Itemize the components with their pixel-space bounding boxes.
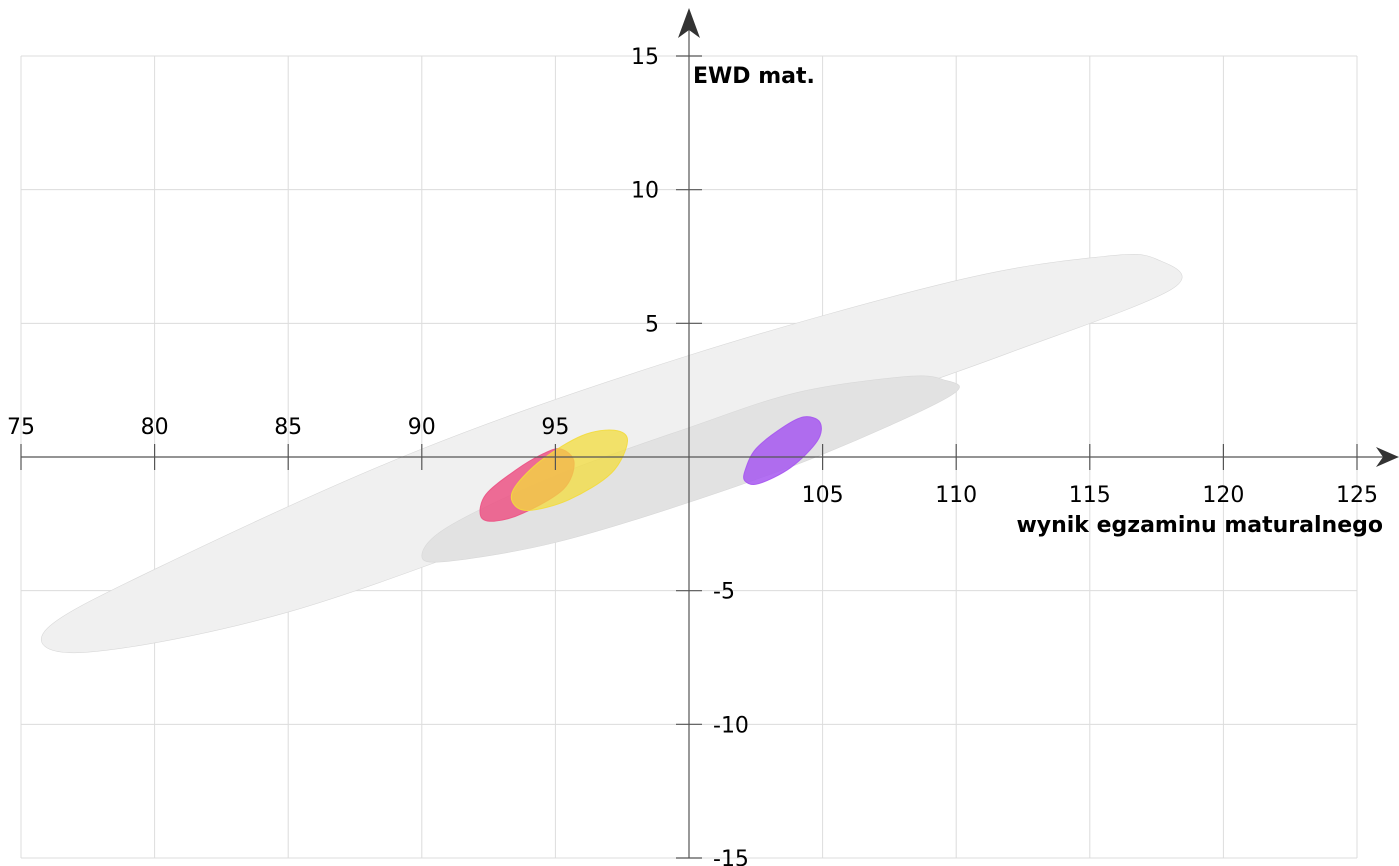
y-tick-label: 5 [645, 312, 659, 337]
x-tick-label: 85 [274, 415, 302, 440]
x-tick-label: 115 [1069, 483, 1111, 508]
y-tick-label: -10 [713, 713, 749, 738]
x-tick-label: 80 [141, 415, 169, 440]
data-series [479, 416, 822, 522]
x-axis-arrowhead [1376, 447, 1399, 467]
y-tick-label: 15 [631, 45, 659, 70]
x-tick-label: 105 [802, 483, 844, 508]
y-axis-title: EWD mat. [693, 64, 815, 89]
y-tick-label: -15 [713, 847, 749, 866]
x-tick-label: 75 [7, 415, 35, 440]
y-tick-label: -5 [713, 580, 735, 605]
x-axis-title: wynik egzaminu maturalnego [1016, 513, 1383, 538]
x-tick-label: 120 [1202, 483, 1244, 508]
axes [20, 8, 1399, 859]
y-tick-label: 10 [631, 179, 659, 204]
y-axis-arrowhead [678, 8, 700, 38]
x-tick-label: 110 [935, 483, 977, 508]
series-ellipse-3 [743, 416, 822, 486]
x-tick-label: 90 [408, 415, 436, 440]
x-tick-label: 95 [541, 415, 569, 440]
x-tick-label: 125 [1336, 483, 1378, 508]
series-ellipse-2 [510, 429, 629, 512]
